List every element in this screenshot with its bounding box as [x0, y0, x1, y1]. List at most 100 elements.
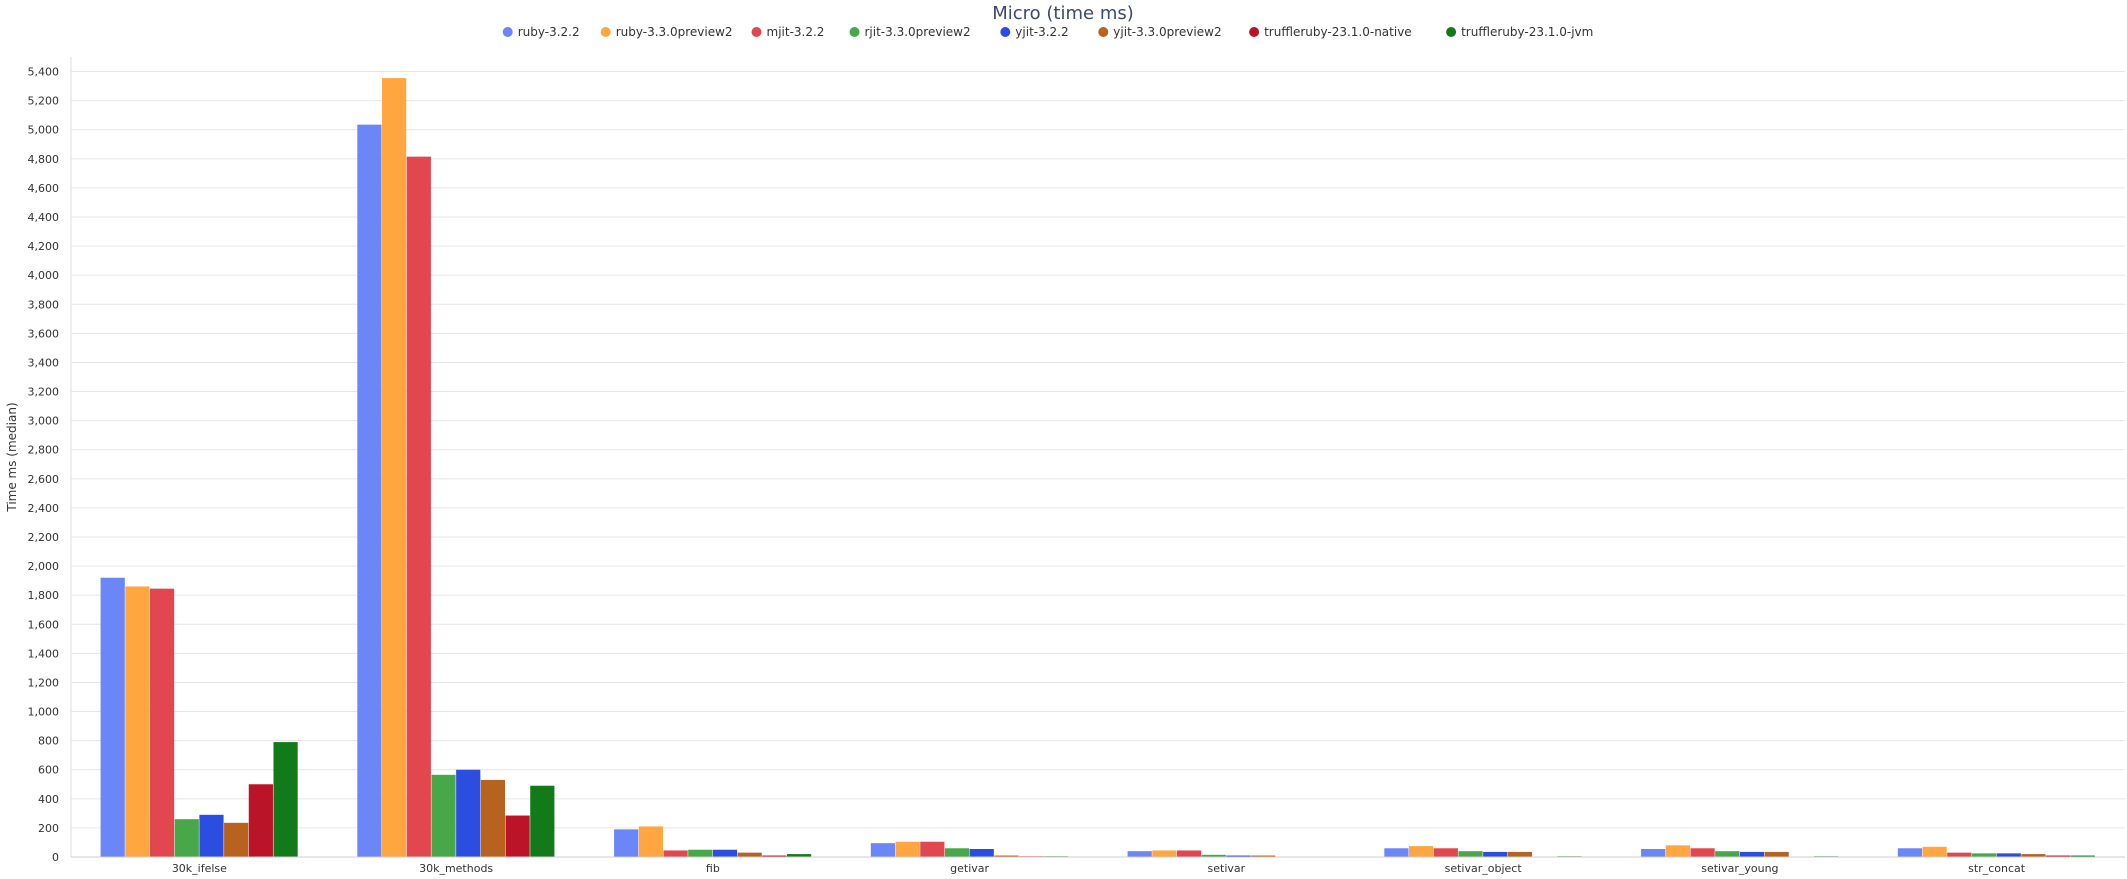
bar-str_concat-ruby-3.2.2[interactable]	[1897, 848, 1923, 857]
y-tick-label: 2,800	[28, 444, 60, 457]
y-tick-label: 800	[38, 735, 59, 748]
bar-str_concat-ruby-3.3.0preview2[interactable]	[1922, 846, 1947, 857]
y-tick-label: 1,600	[28, 618, 60, 631]
bar-fib-yjit-3.2.2[interactable]	[712, 849, 738, 857]
bar-30k_methods-truffleruby-23.1.0-jvm[interactable]	[530, 785, 555, 857]
legend-item[interactable]: mjit-3.2.2	[751, 25, 825, 39]
bar-30k_ifelse-yjit-3.2.2[interactable]	[199, 814, 224, 857]
bar-fib-yjit-3.3.0preview2[interactable]	[737, 852, 762, 857]
legend-label: rjit-3.3.0preview2	[865, 25, 971, 39]
bar-str_concat-rjit-3.3.0preview2[interactable]	[1971, 853, 1997, 857]
chart-title: Micro (time ms)	[992, 3, 1134, 24]
bar-fib-ruby-3.3.0preview2[interactable]	[638, 826, 663, 857]
bar-30k_ifelse-mjit-3.2.2[interactable]	[149, 588, 175, 857]
y-tick-label: 3,600	[28, 327, 60, 340]
legend-marker	[502, 27, 513, 37]
bar-setivar-yjit-3.3.0preview2[interactable]	[1251, 855, 1276, 857]
x-tick-label: getivar	[950, 862, 989, 875]
bar-setivar_young-ruby-3.3.0preview2[interactable]	[1665, 845, 1690, 857]
bar-setivar_object-ruby-3.3.0preview2[interactable]	[1409, 846, 1434, 857]
bar-fib-truffleruby-23.1.0-jvm[interactable]	[786, 854, 812, 857]
bar-fib-rjit-3.3.0preview2[interactable]	[688, 849, 713, 857]
bar-30k_methods-rjit-3.3.0preview2[interactable]	[431, 774, 456, 857]
bar-setivar-ruby-3.2.2[interactable]	[1127, 851, 1152, 857]
bar-getivar-mjit-3.2.2[interactable]	[920, 841, 945, 857]
bar-setivar_young-ruby-3.2.2[interactable]	[1641, 849, 1666, 857]
y-tick-label: 3,000	[28, 415, 60, 428]
bar-fib-truffleruby-23.1.0-native[interactable]	[762, 855, 787, 857]
y-tick-label: 4,600	[28, 182, 60, 195]
legend-marker	[1249, 27, 1260, 37]
bar-fib-mjit-3.2.2[interactable]	[663, 850, 688, 857]
legend-marker	[600, 27, 611, 37]
y-tick-label: 0	[52, 851, 59, 864]
legend: ruby-3.2.2 ruby-3.3.0preview2 mjit-3.2.2 rj…	[502, 25, 1593, 39]
bars	[100, 78, 2095, 858]
bar-setivar-ruby-3.3.0preview2[interactable]	[1152, 850, 1177, 857]
y-tick-label: 1,800	[28, 589, 60, 602]
legend-marker	[1000, 27, 1011, 37]
bar-setivar_young-mjit-3.2.2[interactable]	[1690, 848, 1715, 857]
y-tick-label: 1,400	[28, 647, 60, 660]
x-tick-label: fib	[706, 862, 720, 875]
y-tick-label: 2,400	[28, 502, 60, 515]
bar-str_concat-yjit-3.3.0preview2[interactable]	[2021, 854, 2046, 857]
legend-item[interactable]: ruby-3.3.0preview2	[600, 25, 733, 39]
bar-30k_methods-truffleruby-23.1.0-native[interactable]	[505, 815, 530, 857]
bar-30k_ifelse-ruby-3.2.2[interactable]	[100, 577, 125, 857]
bar-setivar_young-yjit-3.3.0preview2[interactable]	[1764, 851, 1789, 857]
legend-item[interactable]: rjit-3.3.0preview2	[849, 25, 971, 39]
x-tick-label: 30k_methods	[419, 862, 493, 875]
bar-setivar_object-ruby-3.2.2[interactable]	[1384, 848, 1409, 857]
y-tick-label: 5,200	[28, 95, 60, 108]
bar-getivar-rjit-3.3.0preview2[interactable]	[944, 848, 970, 857]
legend-label: ruby-3.3.0preview2	[616, 25, 733, 39]
bar-fib-ruby-3.2.2[interactable]	[614, 829, 639, 857]
legend-item[interactable]: yjit-3.3.0preview2	[1098, 25, 1222, 39]
y-tick-label: 4,200	[28, 240, 60, 253]
y-tick-label: 600	[38, 764, 59, 777]
bar-str_concat-yjit-3.2.2[interactable]	[1996, 853, 2021, 857]
bar-setivar-yjit-3.2.2[interactable]	[1226, 855, 1251, 857]
bar-30k_ifelse-truffleruby-23.1.0-native[interactable]	[248, 784, 273, 857]
bar-setivar_young-rjit-3.3.0preview2[interactable]	[1715, 851, 1740, 857]
bar-setivar_object-mjit-3.2.2[interactable]	[1433, 848, 1458, 857]
y-tick-label: 2,200	[28, 531, 60, 544]
bar-setivar_object-rjit-3.3.0preview2[interactable]	[1458, 851, 1483, 857]
bar-30k_methods-yjit-3.3.0preview2[interactable]	[480, 779, 506, 857]
bar-30k_ifelse-truffleruby-23.1.0-jvm[interactable]	[273, 742, 298, 857]
x-tick-label: setivar	[1208, 862, 1246, 875]
bar-30k_methods-yjit-3.2.2[interactable]	[456, 769, 481, 857]
bar-30k_methods-ruby-3.3.0preview2[interactable]	[382, 78, 407, 858]
y-tick-label: 3,400	[28, 356, 60, 369]
bar-setivar-mjit-3.2.2[interactable]	[1176, 850, 1202, 857]
bar-str_concat-truffleruby-23.1.0-jvm[interactable]	[2070, 855, 2095, 857]
legend-item[interactable]: truffleruby-23.1.0-jvm	[1446, 25, 1593, 39]
legend-item[interactable]: ruby-3.2.2	[502, 25, 580, 39]
bar-30k_methods-ruby-3.2.2[interactable]	[357, 124, 382, 857]
y-tick-label: 5,000	[28, 124, 60, 137]
bar-30k_methods-mjit-3.2.2[interactable]	[406, 156, 431, 857]
bar-30k_ifelse-rjit-3.3.0preview2[interactable]	[174, 819, 199, 857]
bar-getivar-ruby-3.2.2[interactable]	[870, 843, 896, 857]
x-axis-ticks: 30k_ifelse 30k_methods fib getivar setivar se…	[172, 862, 2026, 875]
bar-setivar-rjit-3.3.0preview2[interactable]	[1201, 854, 1226, 857]
bar-setivar_object-yjit-3.3.0preview2[interactable]	[1507, 851, 1533, 857]
bar-getivar-yjit-3.3.0preview2[interactable]	[994, 855, 1019, 857]
legend-label: mjit-3.2.2	[767, 25, 825, 39]
bar-30k_ifelse-yjit-3.3.0preview2[interactable]	[224, 822, 249, 857]
bar-getivar-ruby-3.3.0preview2[interactable]	[895, 841, 920, 857]
y-axis-title: Time ms (median)	[5, 402, 19, 512]
bar-str_concat-mjit-3.2.2[interactable]	[1947, 852, 1972, 857]
legend-item[interactable]: yjit-3.2.2	[1000, 25, 1069, 39]
y-tick-label: 1,200	[28, 676, 60, 689]
bar-setivar_young-yjit-3.2.2[interactable]	[1739, 851, 1765, 857]
bar-getivar-yjit-3.2.2[interactable]	[969, 849, 994, 857]
legend-item[interactable]: truffleruby-23.1.0-native	[1249, 25, 1412, 39]
bar-setivar_object-yjit-3.2.2[interactable]	[1483, 851, 1508, 857]
legend-marker	[751, 27, 762, 37]
bar-str_concat-truffleruby-23.1.0-native[interactable]	[2046, 855, 2071, 857]
bar-30k_ifelse-ruby-3.3.0preview2[interactable]	[125, 586, 150, 857]
